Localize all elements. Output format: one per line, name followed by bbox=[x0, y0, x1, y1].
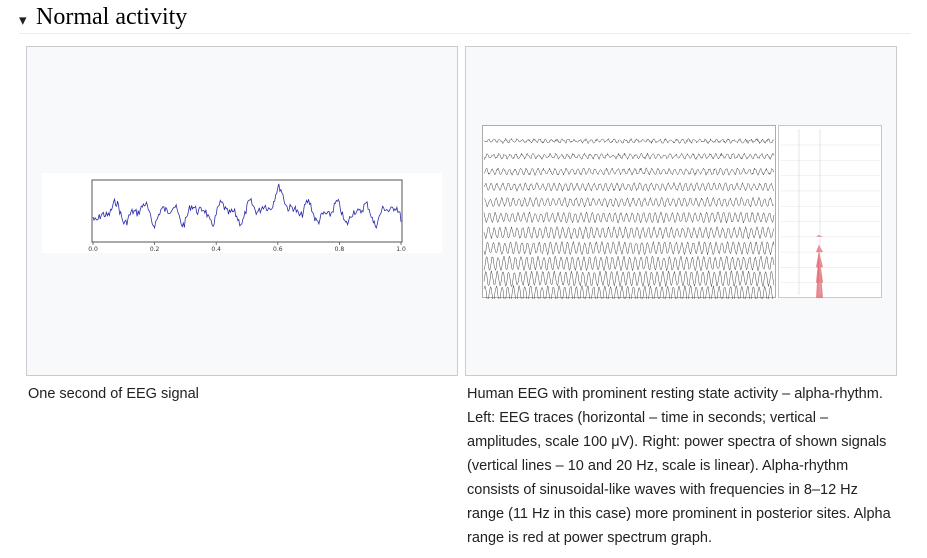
alpha-peak bbox=[816, 250, 823, 298]
section-header[interactable]: ▾ Normal activity bbox=[19, 2, 911, 34]
caption-eeg-signal: One second of EEG signal bbox=[28, 386, 199, 402]
collapse-arrow-icon[interactable]: ▾ bbox=[19, 10, 27, 29]
eeg-trace bbox=[483, 211, 775, 224]
eeg-trace bbox=[483, 152, 775, 161]
eeg-alpha-rhythm-image[interactable] bbox=[482, 125, 882, 304]
section-title: Normal activity bbox=[36, 4, 188, 30]
x-tick-label: 0.0 bbox=[88, 246, 98, 253]
x-tick-label: 0.2 bbox=[150, 246, 160, 253]
x-tick-label: 0.8 bbox=[335, 246, 345, 253]
eeg-signal-trace bbox=[92, 183, 402, 230]
eeg-one-second-image[interactable]: 0.0 0.2 0.4 0.6 0.8 1.0 bbox=[42, 173, 442, 253]
eeg-trace bbox=[483, 270, 775, 288]
caption-alpha-rhythm: Human EEG with prominent resting state a… bbox=[467, 386, 891, 546]
x-tick-label: 0.6 bbox=[273, 246, 283, 253]
x-tick-label: 0.4 bbox=[211, 246, 221, 253]
gallery-thumb-alpha-rhythm[interactable] bbox=[465, 46, 897, 376]
eeg-trace bbox=[483, 255, 775, 272]
alpha-peak bbox=[816, 244, 823, 253]
eeg-trace bbox=[483, 137, 775, 145]
eeg-traces bbox=[483, 137, 775, 304]
traces-frame bbox=[482, 125, 776, 298]
eeg-trace bbox=[483, 284, 775, 304]
plot-frame bbox=[91, 179, 403, 243]
x-axis-ticks: 0.0 0.2 0.4 0.6 0.8 1.0 bbox=[88, 242, 406, 253]
spectra-frame bbox=[778, 125, 882, 298]
alpha-peak bbox=[816, 234, 823, 237]
gallery-thumb-eeg-signal[interactable]: 0.0 0.2 0.4 0.6 0.8 1.0 bbox=[26, 46, 458, 376]
power-spectra bbox=[781, 129, 880, 299]
x-tick-label: 1.0 bbox=[396, 246, 406, 253]
eeg-trace bbox=[483, 240, 775, 256]
eeg-trace bbox=[483, 225, 775, 240]
eeg-trace bbox=[483, 196, 775, 208]
eeg-trace bbox=[484, 167, 775, 177]
eeg-trace bbox=[483, 181, 775, 192]
